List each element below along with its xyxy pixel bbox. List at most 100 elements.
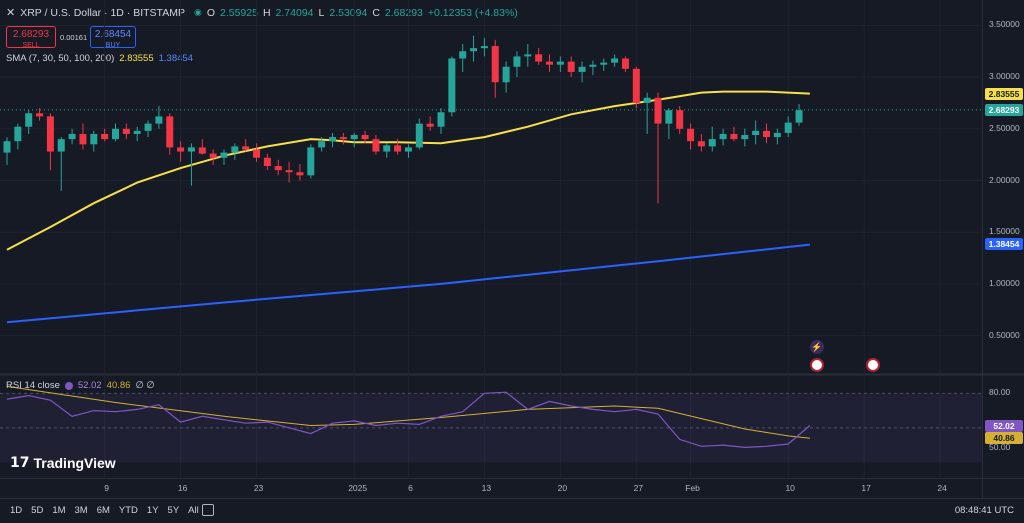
- candle[interactable]: [231, 143, 239, 160]
- candle[interactable]: [14, 123, 22, 150]
- candle[interactable]: [144, 120, 152, 138]
- eye-icon[interactable]: [64, 381, 73, 390]
- candle[interactable]: [719, 128, 727, 146]
- candle[interactable]: [632, 66, 640, 109]
- candle[interactable]: [524, 44, 532, 67]
- clock[interactable]: 08:48:41 UTC: [954, 505, 1014, 516]
- timeframe-6m[interactable]: 6M: [96, 505, 110, 516]
- candle[interactable]: [155, 106, 163, 129]
- time-tick-label: 20: [557, 483, 568, 493]
- candle[interactable]: [383, 143, 391, 158]
- candle[interactable]: [470, 35, 478, 62]
- rsi-line[interactable]: [6, 391, 811, 449]
- candle[interactable]: [426, 116, 434, 131]
- timeframe-ytd[interactable]: YTD: [118, 505, 138, 516]
- candle[interactable]: [773, 128, 781, 145]
- candle[interactable]: [79, 123, 87, 150]
- date-range-icon[interactable]: [202, 504, 214, 516]
- candle[interactable]: [665, 108, 673, 140]
- candle[interactable]: [253, 143, 261, 162]
- candle[interactable]: [3, 137, 11, 165]
- candle[interactable]: [46, 113, 54, 171]
- candle[interactable]: [480, 37, 488, 57]
- candle[interactable]: [350, 132, 358, 148]
- candle[interactable]: [437, 108, 445, 134]
- timeframe-1m[interactable]: 1M: [52, 505, 66, 516]
- timeframe-1d[interactable]: 1D: [10, 505, 23, 516]
- candle[interactable]: [491, 39, 499, 98]
- candle[interactable]: [187, 143, 195, 186]
- candle[interactable]: [730, 126, 738, 142]
- candle[interactable]: [676, 106, 684, 134]
- candle[interactable]: [220, 149, 228, 165]
- timeframe-all[interactable]: All: [188, 505, 199, 516]
- candle[interactable]: [361, 130, 369, 144]
- symbol-title[interactable]: XRP / U.S. Dollar · 1D · BITSTAMP: [20, 6, 185, 19]
- candle[interactable]: [567, 56, 575, 78]
- tradingview-logo[interactable]: 17 TradingView: [10, 455, 116, 471]
- sma-legend[interactable]: SMA (7, 30, 50, 100, 200) 2.83555 1.3845…: [6, 53, 193, 64]
- candle[interactable]: [133, 126, 141, 142]
- candle[interactable]: [600, 58, 608, 71]
- candle[interactable]: [752, 120, 760, 145]
- candle[interactable]: [535, 48, 543, 65]
- candle[interactable]: [166, 113, 174, 155]
- sell-button[interactable]: 2.68293 SELL: [6, 26, 56, 49]
- candle[interactable]: [101, 128, 109, 142]
- candle[interactable]: [513, 51, 521, 78]
- candle[interactable]: [415, 118, 423, 150]
- candle[interactable]: [795, 103, 803, 126]
- candle[interactable]: [621, 56, 629, 72]
- candle[interactable]: [697, 133, 705, 152]
- candle[interactable]: [589, 60, 597, 76]
- candle[interactable]: [611, 54, 619, 67]
- timeframe-3m[interactable]: 3M: [74, 505, 88, 516]
- candle[interactable]: [643, 92, 651, 134]
- lightning-icon[interactable]: ⚡: [810, 340, 824, 354]
- sma-slow-line[interactable]: [6, 243, 811, 324]
- candle[interactable]: [763, 123, 770, 144]
- us-flag-icon[interactable]: [810, 358, 824, 372]
- candle[interactable]: [546, 54, 553, 72]
- candle[interactable]: [209, 149, 217, 165]
- us-flag-icon[interactable]: [866, 358, 880, 372]
- candle[interactable]: [578, 61, 586, 83]
- candle[interactable]: [556, 56, 564, 72]
- candle[interactable]: [318, 137, 326, 152]
- candle[interactable]: [448, 56, 456, 117]
- candle[interactable]: [654, 92, 662, 204]
- candle[interactable]: [784, 116, 792, 138]
- close-icon[interactable]: ✕: [6, 7, 16, 19]
- candle[interactable]: [36, 108, 44, 121]
- candle[interactable]: [242, 139, 250, 152]
- candle[interactable]: [307, 144, 315, 179]
- candle[interactable]: [687, 123, 695, 150]
- timeframe-5d[interactable]: 5D: [31, 505, 44, 516]
- timeframe-5y[interactable]: 5Y: [167, 505, 180, 516]
- candle[interactable]: [741, 128, 749, 147]
- candle[interactable]: [459, 44, 467, 72]
- rsi-legend[interactable]: RSI 14 close 52.02 40.86 ∅ ∅: [6, 380, 155, 391]
- candle[interactable]: [90, 130, 98, 152]
- candle[interactable]: [285, 161, 293, 183]
- candle[interactable]: [339, 132, 347, 145]
- candle[interactable]: [25, 110, 33, 134]
- candle[interactable]: [68, 128, 76, 145]
- candle[interactable]: [372, 135, 380, 155]
- candle[interactable]: [502, 61, 510, 93]
- candle[interactable]: [404, 144, 412, 158]
- candle[interactable]: [57, 137, 65, 191]
- candle[interactable]: [112, 123, 119, 142]
- candle[interactable]: [329, 132, 336, 148]
- candle[interactable]: [708, 126, 716, 152]
- candle[interactable]: [274, 159, 282, 176]
- buy-button[interactable]: 2.68454 BUY: [90, 26, 136, 49]
- candle[interactable]: [177, 141, 185, 162]
- candle[interactable]: [296, 163, 304, 181]
- candle[interactable]: [122, 123, 130, 140]
- candle[interactable]: [198, 139, 206, 155]
- candle[interactable]: [263, 153, 271, 171]
- candle[interactable]: [394, 139, 402, 155]
- timeframe-1y[interactable]: 1Y: [146, 505, 159, 516]
